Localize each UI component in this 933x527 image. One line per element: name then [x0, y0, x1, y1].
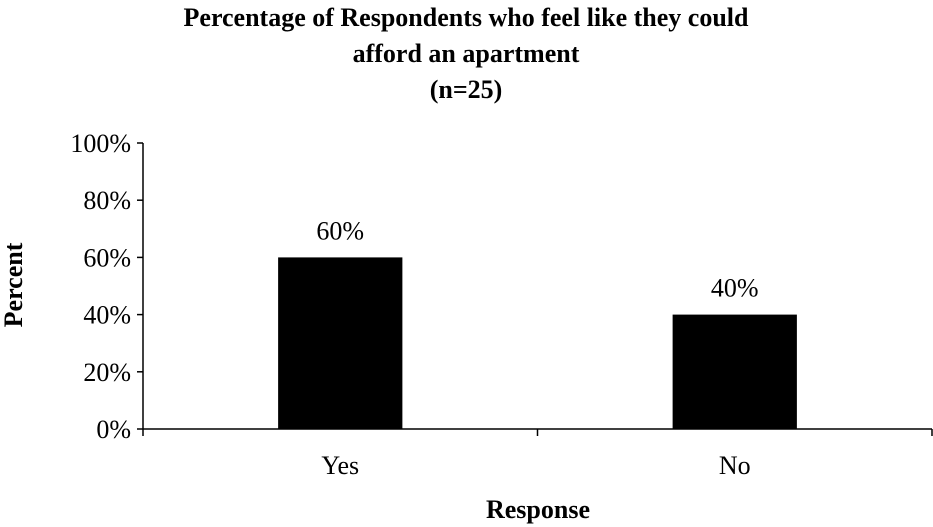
y-tick-label: 40%	[83, 301, 131, 330]
plot-area: 0% 20% 40% 60% 80% 100% 60% Yes 40% No	[70, 129, 933, 480]
y-tick-label: 60%	[83, 243, 131, 272]
bar-yes	[278, 257, 403, 429]
y-tick-label: 80%	[83, 186, 131, 215]
x-tick-label: Yes	[321, 451, 359, 480]
y-tick-label: 20%	[83, 358, 131, 387]
data-label: 40%	[711, 274, 759, 303]
chart-title-line-2: afford an apartment	[353, 39, 580, 68]
data-label: 60%	[316, 216, 364, 245]
chart-title-line-3: (n=25)	[430, 75, 503, 104]
y-tick-label: 100%	[70, 129, 131, 158]
bar-no	[672, 314, 797, 429]
y-tick-label: 0%	[96, 415, 131, 444]
chart-title-line-1: Percentage of Respondents who feel like …	[184, 3, 750, 32]
y-axis-title: Percent	[0, 242, 28, 327]
x-tick-label: No	[719, 451, 751, 480]
x-axis-title: Response	[486, 495, 590, 524]
